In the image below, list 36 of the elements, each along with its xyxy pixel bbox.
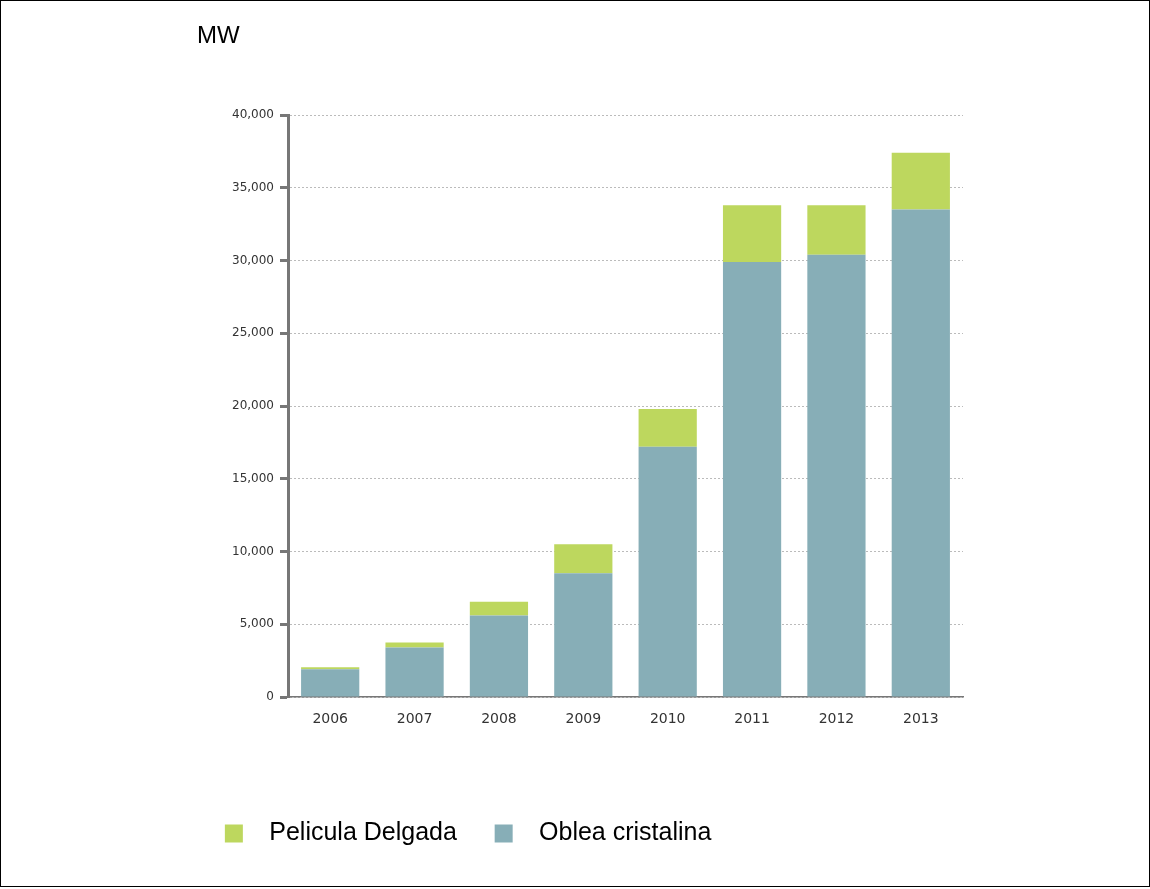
x-tick-label: 2013 bbox=[902, 710, 939, 727]
y-tick-label: 0 bbox=[266, 689, 274, 704]
bar bbox=[807, 205, 866, 255]
bar bbox=[301, 667, 360, 670]
bar bbox=[722, 205, 782, 262]
bar bbox=[638, 408, 697, 447]
y-tick-label: 25,000 bbox=[232, 325, 274, 340]
bar bbox=[554, 573, 613, 697]
y-tick-label: 5,000 bbox=[239, 616, 274, 631]
x-tick-label: 2011 bbox=[734, 710, 770, 727]
x-tick-label: 2007 bbox=[396, 710, 433, 727]
bar bbox=[891, 152, 950, 210]
x-tick-label: 2010 bbox=[649, 710, 686, 727]
bar bbox=[301, 669, 360, 697]
y-tick-label: 40,000 bbox=[232, 107, 274, 122]
legend-label: Oblea cristalina bbox=[525, 817, 740, 846]
x-tick-label: 2008 bbox=[481, 710, 517, 727]
y-axis-title: MW bbox=[197, 21, 240, 49]
bar bbox=[638, 446, 697, 697]
y-tick-label: 35,000 bbox=[232, 179, 274, 194]
y-tick-label: 10,000 bbox=[232, 543, 274, 558]
x-tick-label: 2009 bbox=[565, 710, 602, 727]
bar bbox=[554, 544, 613, 574]
x-tick-label: 2006 bbox=[312, 710, 349, 727]
bar bbox=[722, 261, 782, 697]
legend-label: Pelicula Delgada bbox=[255, 817, 485, 846]
bar bbox=[807, 254, 866, 697]
bar bbox=[385, 647, 444, 697]
y-tick-label: 15,000 bbox=[232, 470, 274, 485]
x-tick-label: 2012 bbox=[818, 710, 855, 727]
bar bbox=[469, 615, 529, 697]
bar bbox=[385, 642, 444, 648]
bar bbox=[469, 601, 529, 616]
bar bbox=[891, 209, 950, 697]
y-tick-label: 20,000 bbox=[232, 398, 274, 413]
y-tick-label: 30,000 bbox=[232, 252, 274, 267]
